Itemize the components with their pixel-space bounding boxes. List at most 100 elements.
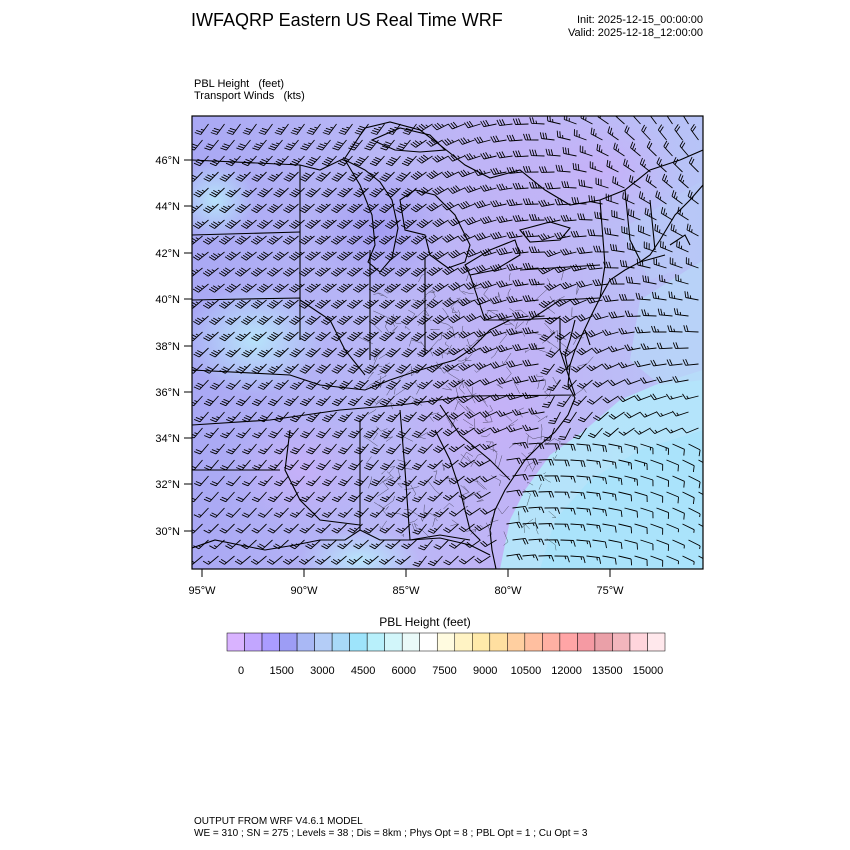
- wind-barb: [640, 343, 657, 350]
- wind-barb: [203, 203, 219, 214]
- wind-barb: [640, 475, 654, 487]
- wind-barb: [274, 475, 289, 487]
- wind-barb: [337, 379, 353, 390]
- wind-barb: [282, 299, 299, 309]
- wind-barb: [561, 181, 577, 189]
- wind-barb: [337, 315, 353, 325]
- wind-barb: [442, 491, 459, 501]
- wind-barb: [512, 247, 529, 255]
- wind-barb: [193, 315, 209, 325]
- wind-barb: [624, 539, 638, 550]
- wind-barb: [660, 240, 673, 253]
- wind-barb: [192, 459, 203, 471]
- wind-barb: [320, 219, 337, 229]
- wind-barb: [608, 475, 623, 485]
- wind-barb: [624, 475, 638, 486]
- wind-barb: [658, 274, 673, 285]
- wind-barb: [618, 555, 633, 566]
- wind-barb: [608, 311, 625, 319]
- wind-barb: [523, 133, 539, 141]
- wind-barb: [267, 171, 283, 182]
- wind-barb: [432, 155, 449, 163]
- wind-barb: [660, 207, 673, 221]
- wind-barb: [433, 507, 449, 518]
- wind-barb: [473, 296, 491, 306]
- wind-barb: [385, 379, 401, 390]
- wind-barb: [363, 395, 379, 407]
- wind-barb: [586, 523, 602, 532]
- wind-barb: [284, 139, 299, 151]
- wind-barb: [368, 219, 385, 229]
- wind-barb: [458, 297, 475, 307]
- wind-barb: [601, 363, 619, 370]
- wind-barb: [394, 299, 411, 309]
- wind-barb: [573, 129, 587, 141]
- transport-wind-barbs: [192, 116, 703, 567]
- wind-barb: [284, 459, 299, 471]
- wind-barb: [688, 156, 699, 173]
- wind-barb: [337, 155, 353, 167]
- wind-barb: [590, 127, 603, 141]
- wind-barb: [234, 235, 251, 245]
- wind-barb: [273, 379, 289, 390]
- wind-barb: [578, 179, 593, 189]
- wind-barb: [506, 425, 523, 433]
- wind-barb: [554, 523, 570, 531]
- wind-barb: [458, 523, 475, 533]
- wind-barb: [288, 219, 305, 229]
- colorbar-label: 3000: [310, 665, 334, 677]
- wind-barb: [543, 249, 561, 258]
- wind-barb: [347, 171, 363, 182]
- wind-barb: [698, 555, 703, 560]
- wind-barb: [448, 154, 465, 162]
- wind-barb: [208, 251, 225, 261]
- wind-barb: [678, 173, 689, 189]
- wind-barb: [506, 392, 523, 401]
- wind-barb: [554, 555, 570, 563]
- wind-barb: [602, 395, 619, 404]
- wind-barb: [618, 293, 635, 301]
- wind-barb: [655, 190, 667, 205]
- wind-barb: [210, 411, 225, 423]
- wind-barb: [300, 139, 315, 151]
- wind-barb: [289, 187, 305, 198]
- wind-barb: [480, 443, 497, 451]
- wind-barb: [209, 507, 225, 518]
- wind-barb: [267, 331, 283, 342]
- wind-barb: [352, 219, 369, 229]
- wind-barb: [489, 329, 507, 337]
- wind-barb: [316, 139, 331, 151]
- wind-barb: [204, 459, 219, 471]
- wind-barb: [306, 475, 321, 487]
- wind-barb: [234, 267, 251, 277]
- wind-barb: [332, 427, 347, 439]
- wind-barb: [665, 427, 683, 434]
- wind-barb: [592, 539, 607, 549]
- wind-barb: [538, 199, 555, 207]
- wind-barb: [380, 427, 395, 439]
- wind-barb: [274, 411, 289, 423]
- wind-barb: [396, 139, 411, 151]
- wind-barb: [256, 251, 273, 261]
- wind-barb: [464, 443, 481, 452]
- wind-barb: [656, 443, 670, 455]
- wind-barb: [593, 245, 609, 253]
- wind-barb: [610, 243, 625, 253]
- wind-barb: [379, 523, 395, 534]
- wind-barb: [608, 507, 623, 517]
- wind-barb: [250, 267, 267, 277]
- wind-barb: [299, 171, 315, 182]
- wind-barb: [656, 475, 670, 487]
- wind-barb: [443, 555, 459, 566]
- wind-barb: [192, 235, 203, 245]
- wind-barb: [628, 175, 641, 189]
- wind-barb: [528, 310, 545, 318]
- wind-barb: [457, 265, 475, 274]
- colorbar-swatch: [577, 632, 596, 652]
- wind-barb: [506, 553, 523, 561]
- colorbar-swatch: [594, 632, 613, 652]
- wind-barb: [592, 475, 607, 485]
- wind-barb: [618, 395, 635, 403]
- wind-barb: [572, 427, 587, 440]
- wind-barb: [290, 475, 305, 487]
